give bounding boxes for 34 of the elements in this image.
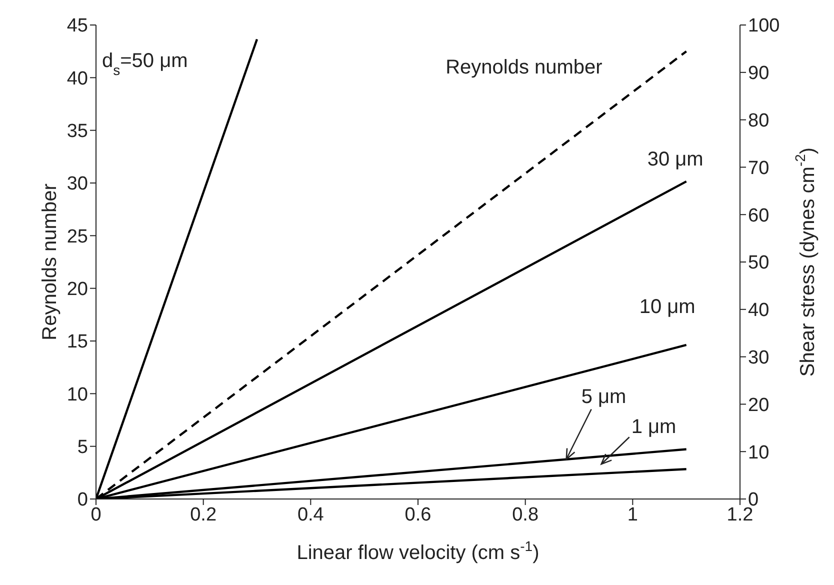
x-tick-label: 0 bbox=[90, 504, 102, 526]
y2-tick-label: 80 bbox=[748, 110, 770, 132]
y-tick-label: 5 bbox=[77, 437, 88, 458]
y-tick-label: 15 bbox=[66, 332, 88, 353]
y2-tick-label: 30 bbox=[748, 348, 770, 369]
y-tick-label: 40 bbox=[66, 68, 88, 90]
series-label: 1 μm bbox=[631, 416, 676, 438]
y2-tick-label: 60 bbox=[748, 205, 770, 226]
y-tick-label: 10 bbox=[66, 384, 88, 406]
y-tick-label: 20 bbox=[66, 279, 88, 300]
y2-tick-label: 100 bbox=[748, 16, 780, 37]
x-tick-label: 0.6 bbox=[404, 504, 432, 526]
y2-tick-label: 70 bbox=[748, 158, 770, 179]
y2-tick-label: 10 bbox=[748, 442, 770, 464]
y-axis-title: Reynolds number bbox=[39, 183, 61, 340]
y-tick-label: 35 bbox=[66, 121, 88, 142]
y2-tick-label: 40 bbox=[748, 300, 770, 322]
y2-tick-label: 20 bbox=[748, 394, 770, 416]
x-tick-label: 0.2 bbox=[190, 504, 217, 526]
y2-tick-label: 90 bbox=[748, 63, 770, 84]
text: 5 μm bbox=[581, 386, 626, 408]
y-tick-label: 25 bbox=[66, 226, 88, 248]
y-tick-label: 30 bbox=[66, 174, 88, 195]
series-label: 10 μm bbox=[639, 296, 696, 318]
series-label: Reynolds number bbox=[446, 56, 603, 78]
x-tick-label: 0.4 bbox=[297, 504, 324, 526]
x-tick-label: 1 bbox=[627, 504, 638, 526]
text: d$_{s}$=50 μm bbox=[102, 50, 188, 78]
y-tick-label: 45 bbox=[66, 16, 88, 37]
x-tick-label: 0.8 bbox=[512, 504, 539, 526]
y-tick-label: 0 bbox=[77, 490, 88, 511]
series-label: 30 μm bbox=[647, 148, 704, 170]
y2-tick-label: 50 bbox=[748, 252, 770, 274]
x-axis-title: Linear flow velocity (cm s$^{-1}$) bbox=[296, 538, 540, 564]
